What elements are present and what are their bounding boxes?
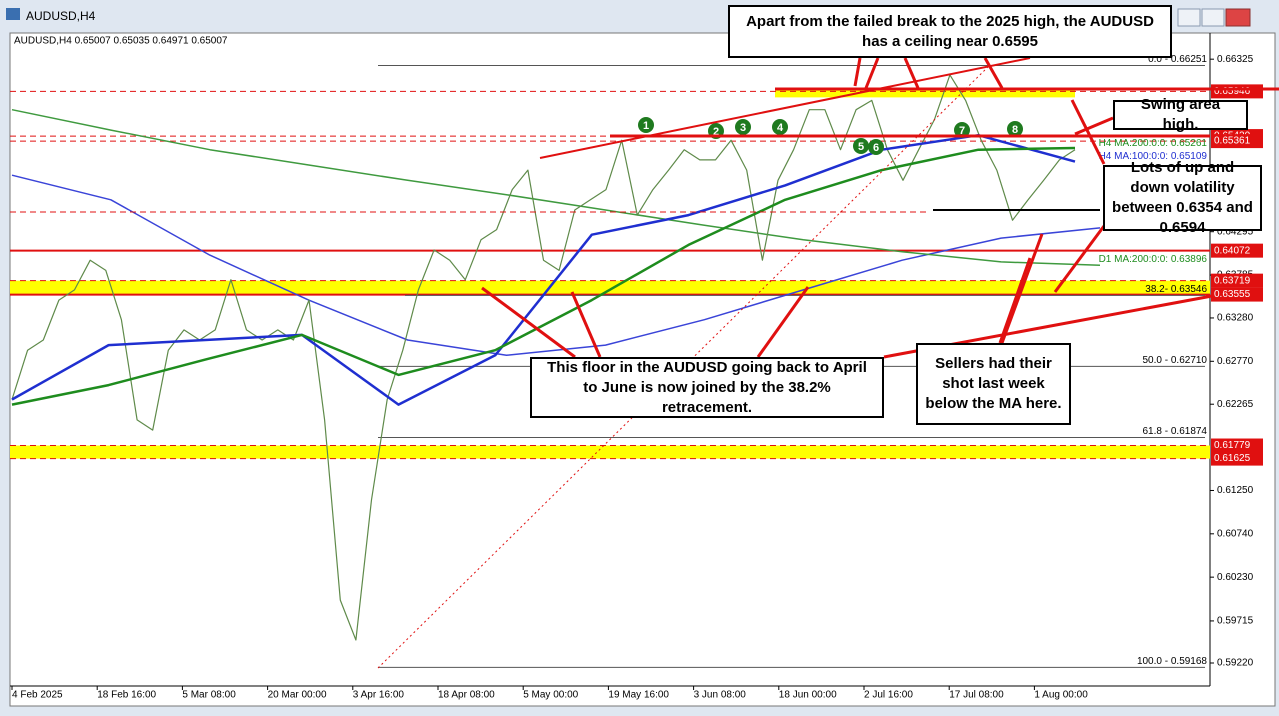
swing-marker-label: 7 bbox=[959, 125, 965, 137]
chart-header: AUDUSD,H4 0.65007 0.65035 0.64971 0.6500… bbox=[14, 36, 228, 47]
indicator-label: H4 MA:200:0:0: 0.65261 bbox=[1099, 138, 1208, 149]
price-tag-label: 0.65361 bbox=[1214, 136, 1251, 147]
arrow bbox=[853, 57, 862, 87]
x-tick-label: 3 Jun 08:00 bbox=[694, 690, 747, 701]
y-tick-label: 0.59715 bbox=[1217, 616, 1254, 627]
y-tick-label: 0.60230 bbox=[1217, 572, 1254, 583]
annotation: Lots of up and down volatility between 0… bbox=[1103, 159, 1262, 236]
arrow bbox=[570, 291, 602, 358]
fib-label: 38.2- 0.63546 bbox=[1145, 284, 1207, 295]
y-tick-label: 0.60740 bbox=[1217, 528, 1254, 539]
arrow bbox=[1000, 233, 1044, 344]
price-tag-label: 0.61625 bbox=[1214, 453, 1251, 464]
arrow bbox=[864, 57, 880, 89]
price-tag bbox=[1211, 273, 1263, 288]
x-tick-label: 18 Apr 08:00 bbox=[438, 690, 495, 701]
swing-marker-label: 4 bbox=[777, 122, 784, 134]
y-tick-label: 0.62265 bbox=[1217, 399, 1254, 410]
indicator-label: H4 MA:100:0:0: 0.65109 bbox=[1099, 151, 1208, 162]
window-title: AUDUSD,H4 bbox=[26, 9, 96, 23]
x-tick-label: 18 Feb 16:00 bbox=[97, 690, 156, 701]
annotation: This floor in the AUDUSD going back to A… bbox=[530, 357, 884, 418]
highlight-band bbox=[10, 280, 1210, 295]
maximize-button[interactable] bbox=[1201, 8, 1225, 27]
y-tick-label: 0.61250 bbox=[1217, 485, 1254, 496]
swing-marker bbox=[1007, 121, 1023, 137]
price-tag-label: 0.65946 bbox=[1214, 86, 1251, 97]
y-tick-label: 0.59220 bbox=[1217, 658, 1254, 669]
arrow bbox=[1053, 225, 1106, 293]
y-tick-label: 0.64295 bbox=[1217, 226, 1254, 237]
swing-marker-label: 6 bbox=[873, 142, 879, 154]
trend-line bbox=[539, 57, 1031, 159]
close-button[interactable] bbox=[1225, 8, 1251, 27]
highlight-band bbox=[10, 445, 1210, 459]
annotation: Sellers had their shot last week below t… bbox=[916, 343, 1071, 425]
price-tag-label: 0.63719 bbox=[1214, 275, 1251, 286]
x-tick-label: 5 May 00:00 bbox=[523, 690, 578, 701]
window-icon bbox=[6, 8, 20, 20]
fib-diagonal bbox=[377, 64, 991, 669]
x-tick-label: 3 Apr 16:00 bbox=[353, 690, 405, 701]
minimize-button[interactable] bbox=[1177, 8, 1201, 27]
arrow bbox=[481, 286, 576, 359]
indicator-label: D1 MA:200:0:0: 0.63896 bbox=[1099, 254, 1208, 265]
arrow bbox=[903, 57, 920, 89]
swing-marker bbox=[772, 119, 788, 135]
fib-label: 0.0 - 0.66251 bbox=[1148, 54, 1207, 65]
swing-marker-label: 2 bbox=[713, 126, 719, 138]
price-tag bbox=[1211, 451, 1263, 466]
swing-marker bbox=[954, 122, 970, 138]
swing-marker-label: 8 bbox=[1012, 124, 1018, 136]
swing-marker bbox=[638, 117, 654, 133]
x-tick-label: 2 Jul 16:00 bbox=[864, 690, 913, 701]
price-tag-label: 0.61779 bbox=[1214, 440, 1251, 451]
swing-marker bbox=[735, 119, 751, 135]
swing-marker-label: 1 bbox=[643, 120, 649, 132]
annotation: Apart from the failed break to the 2025 … bbox=[728, 5, 1172, 58]
swing-marker bbox=[868, 139, 884, 155]
price-tag bbox=[1211, 243, 1263, 258]
price-tag bbox=[1211, 438, 1263, 453]
price-tag bbox=[1211, 134, 1263, 149]
series-line bbox=[11, 74, 1076, 641]
plot: 0.663250.642950.637850.632800.627700.622… bbox=[10, 54, 1263, 701]
x-tick-label: 4 Feb 2025 bbox=[12, 690, 63, 701]
y-tick-label: 0.63280 bbox=[1217, 313, 1254, 324]
x-tick-label: 19 May 16:00 bbox=[608, 690, 669, 701]
x-tick-label: 1 Aug 00:00 bbox=[1034, 690, 1088, 701]
fib-label: 50.0 - 0.62710 bbox=[1143, 355, 1208, 366]
arrow bbox=[756, 286, 810, 358]
x-tick-label: 18 Jun 00:00 bbox=[779, 690, 837, 701]
series-line bbox=[11, 133, 1076, 406]
x-tick-label: 17 Jul 08:00 bbox=[949, 690, 1004, 701]
arrow bbox=[983, 57, 1004, 89]
annotation-lines bbox=[10, 57, 1279, 669]
series-line bbox=[11, 146, 1076, 406]
arrow bbox=[998, 257, 1032, 344]
price-tag bbox=[1211, 287, 1263, 302]
arrow bbox=[1074, 116, 1114, 136]
highlight-band bbox=[775, 90, 1075, 98]
x-tick-label: 5 Mar 08:00 bbox=[182, 690, 236, 701]
price-tag-label: 0.64072 bbox=[1214, 245, 1251, 256]
y-tick-label: 0.66325 bbox=[1217, 54, 1254, 65]
y-tick-label: 0.62770 bbox=[1217, 356, 1254, 367]
fib-label: 100.0 - 0.59168 bbox=[1137, 656, 1207, 667]
series-line bbox=[11, 108, 1101, 267]
arrow bbox=[1070, 99, 1106, 165]
swing-marker-label: 5 bbox=[858, 141, 864, 153]
series-line bbox=[11, 174, 1101, 357]
annotation: Swing area high. bbox=[1113, 96, 1248, 133]
swing-marker-label: 3 bbox=[740, 122, 746, 134]
price-tag-label: 0.63555 bbox=[1214, 289, 1251, 300]
x-tick-label: 20 Mar 00:00 bbox=[268, 690, 327, 701]
swing-marker bbox=[853, 138, 869, 154]
fib-label: 61.8 - 0.61874 bbox=[1143, 426, 1208, 437]
